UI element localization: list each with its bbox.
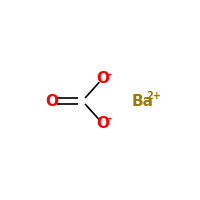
Text: Ba: Ba: [132, 94, 154, 108]
Text: 2+: 2+: [147, 91, 161, 101]
Text: O: O: [45, 94, 58, 108]
Text: -: -: [108, 114, 112, 124]
Text: O: O: [96, 116, 109, 131]
Text: O: O: [96, 71, 109, 86]
Text: -: -: [108, 69, 112, 79]
